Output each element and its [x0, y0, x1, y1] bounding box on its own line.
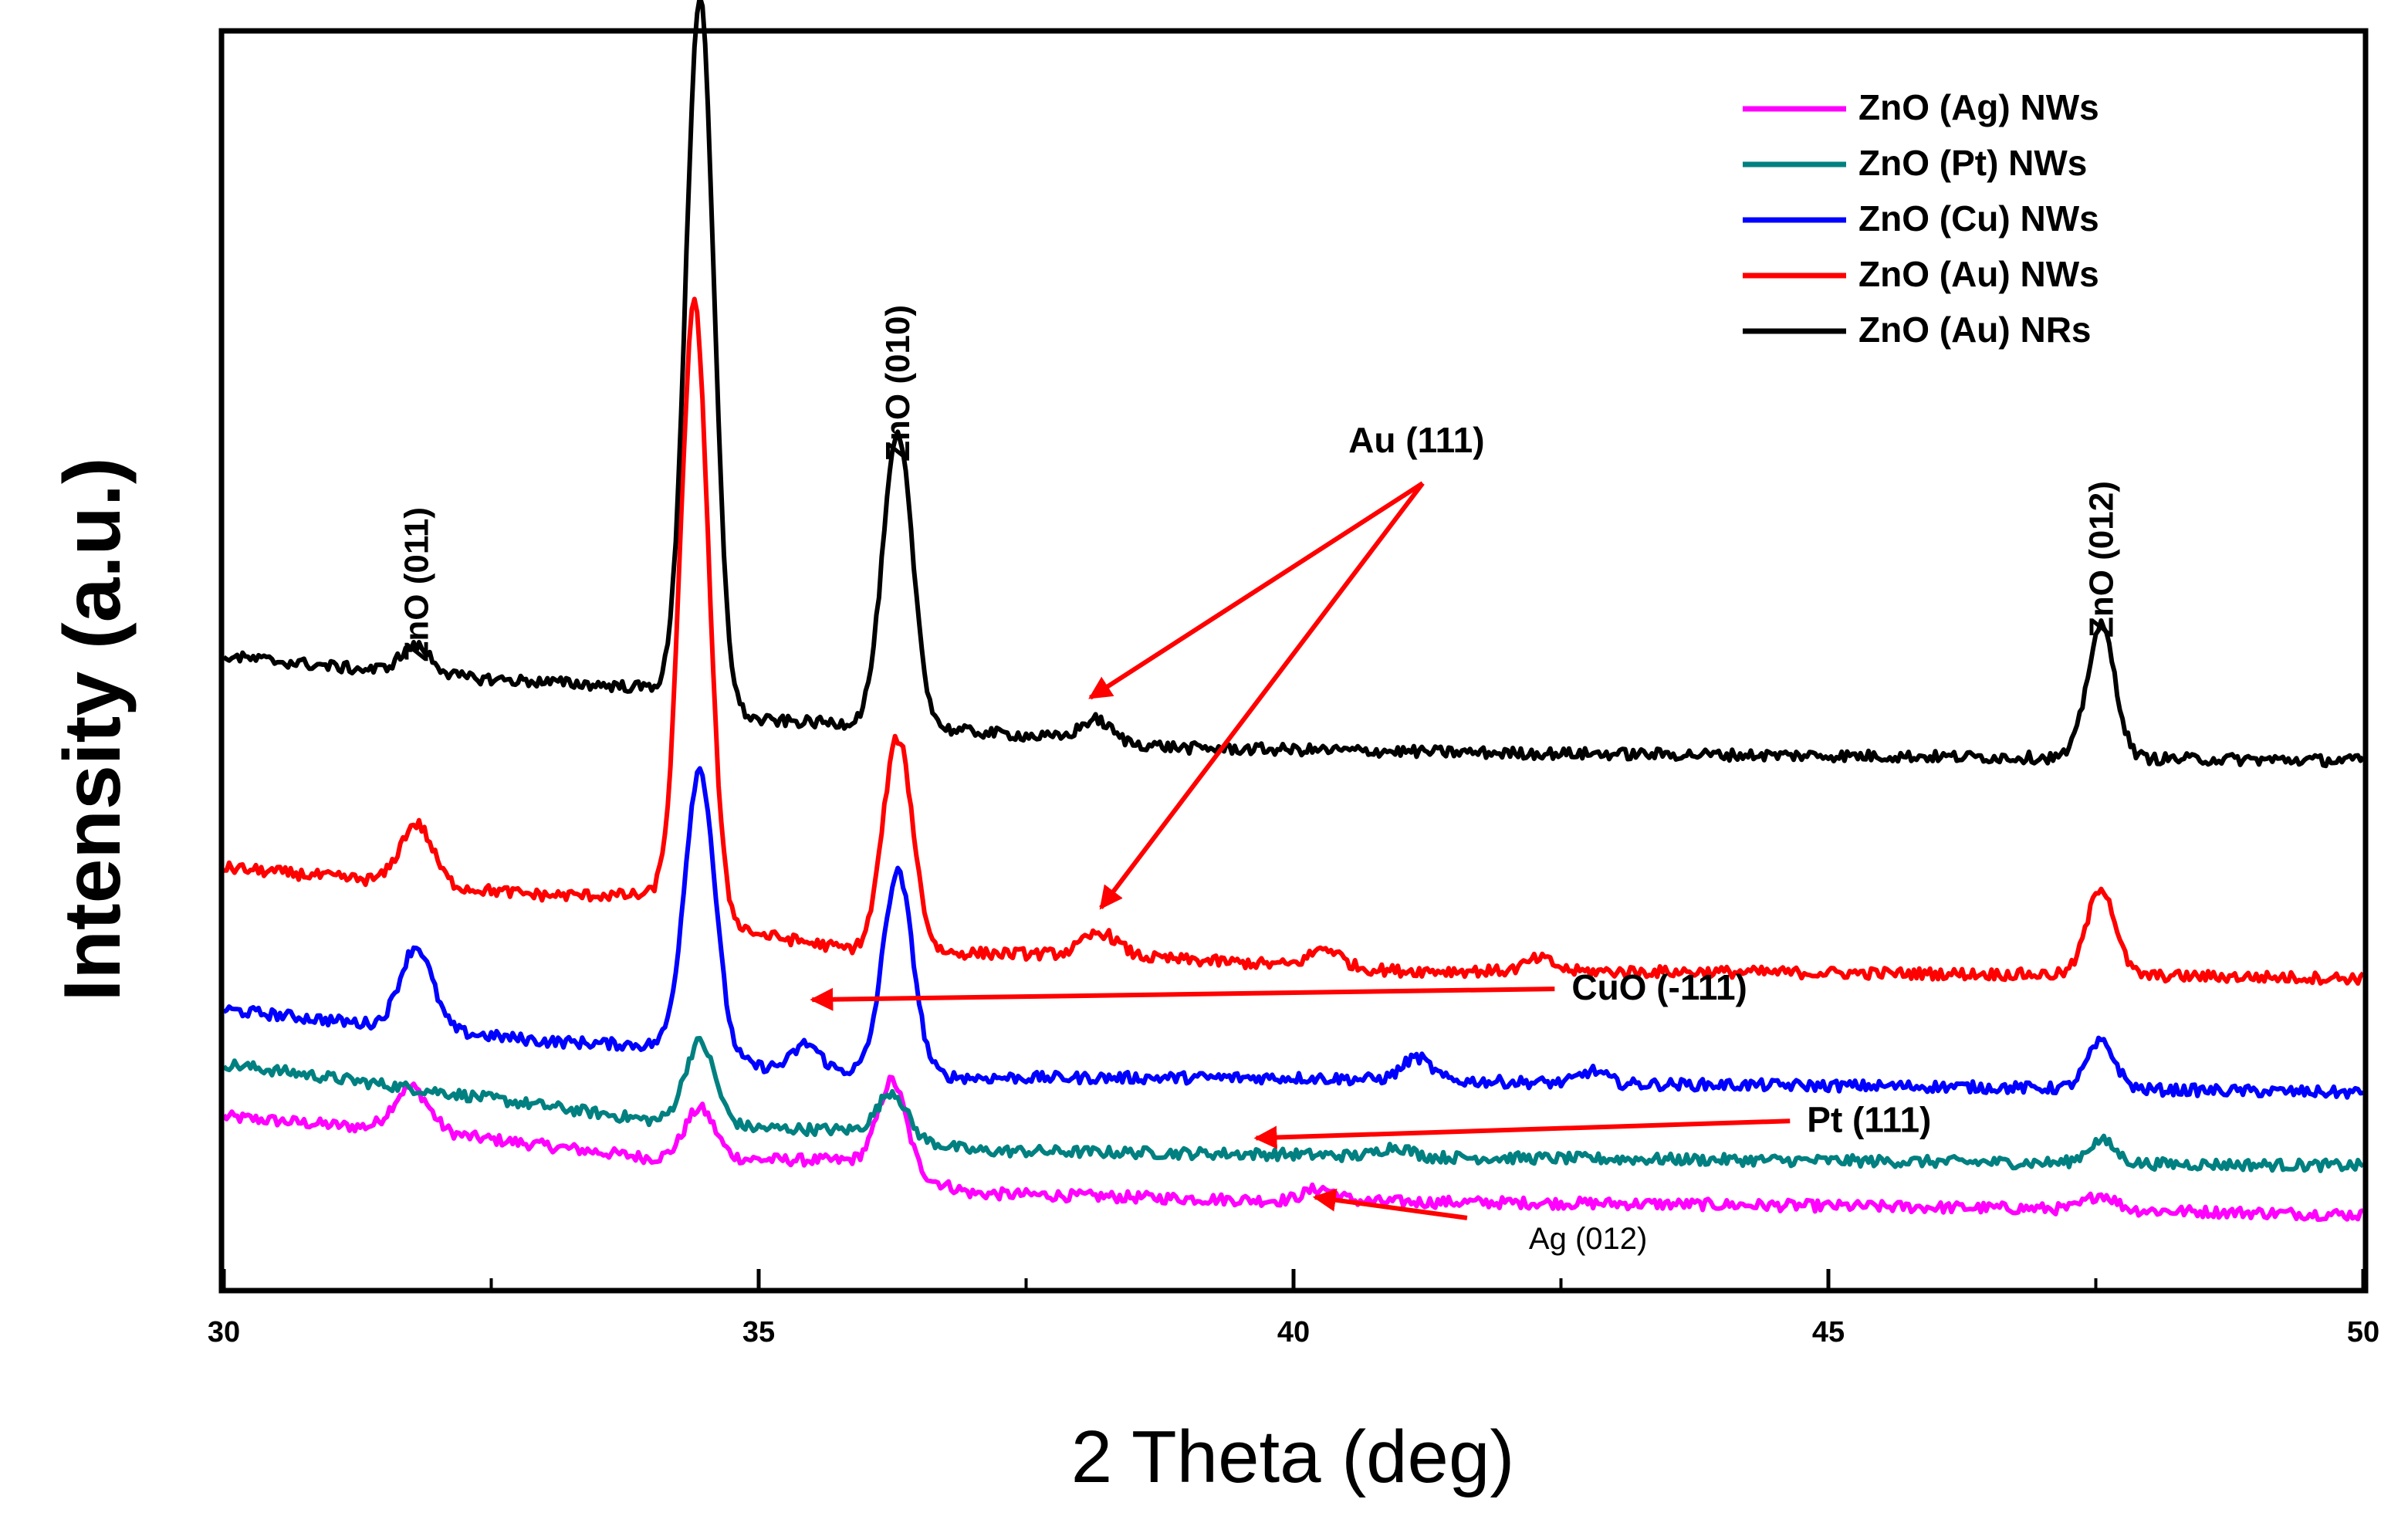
annotation-arrow: [1099, 482, 1425, 910]
annotation-label: Au (111): [1348, 420, 1484, 460]
y-axis-title: Intensity (a.u.): [48, 458, 137, 1002]
x-tick-label: 45: [1812, 1316, 1845, 1348]
annotation-arrow: [810, 986, 1555, 1011]
legend-label: ZnO (Au) NWs: [1858, 254, 2099, 294]
annotation-arrow: [1253, 1118, 1791, 1149]
x-tick-label: 40: [1277, 1316, 1310, 1348]
legend-label: ZnO (Ag) NWs: [1858, 87, 2099, 127]
peak-labels: ZnO (011)ZnO (002)ZnO (010)ZnO (012): [397, 305, 2120, 662]
annotation-label: Pt (111): [1807, 1099, 1931, 1139]
legend: ZnO (Ag) NWs ZnO (Pt) NWs ZnO (Cu) NWs ZnO …: [1743, 87, 2099, 350]
peak-label: ZnO (011): [397, 507, 435, 662]
series-line-4: [222, 0, 2366, 769]
series-line-3: [223, 296, 2366, 986]
annotation-label: CuO (-111): [1571, 967, 1747, 1007]
series-line-2: [222, 766, 2364, 1100]
x-tick-label: 35: [742, 1316, 775, 1348]
series-line-0: [222, 1074, 2365, 1222]
peak-label: ZnO (012): [2082, 481, 2120, 638]
annotations: Au (111) CuO (-111) Pt (111) Ag (012): [810, 420, 1931, 1256]
annotation-arrow: [1312, 1188, 1468, 1220]
annotation-arrow: [1088, 481, 1425, 700]
legend-label: ZnO (Cu) NWs: [1858, 198, 2099, 239]
x-tick-label: 50: [2347, 1316, 2379, 1348]
legend-label: ZnO (Pt) NWs: [1858, 143, 2087, 183]
annotation-label: Ag (012): [1529, 1222, 1647, 1256]
x-tick-label: 30: [208, 1316, 240, 1348]
peak-label: ZnO (010): [879, 305, 917, 462]
series-line-1: [222, 1036, 2365, 1173]
plot-frame: [218, 28, 2369, 1294]
series-group: [222, 0, 2366, 1222]
x-axis-title: 2 Theta (deg): [1071, 1416, 1515, 1498]
legend-label: ZnO (Au) NRs: [1858, 310, 2092, 350]
x-axis: 30 35 40 45 50: [208, 1269, 2379, 1348]
